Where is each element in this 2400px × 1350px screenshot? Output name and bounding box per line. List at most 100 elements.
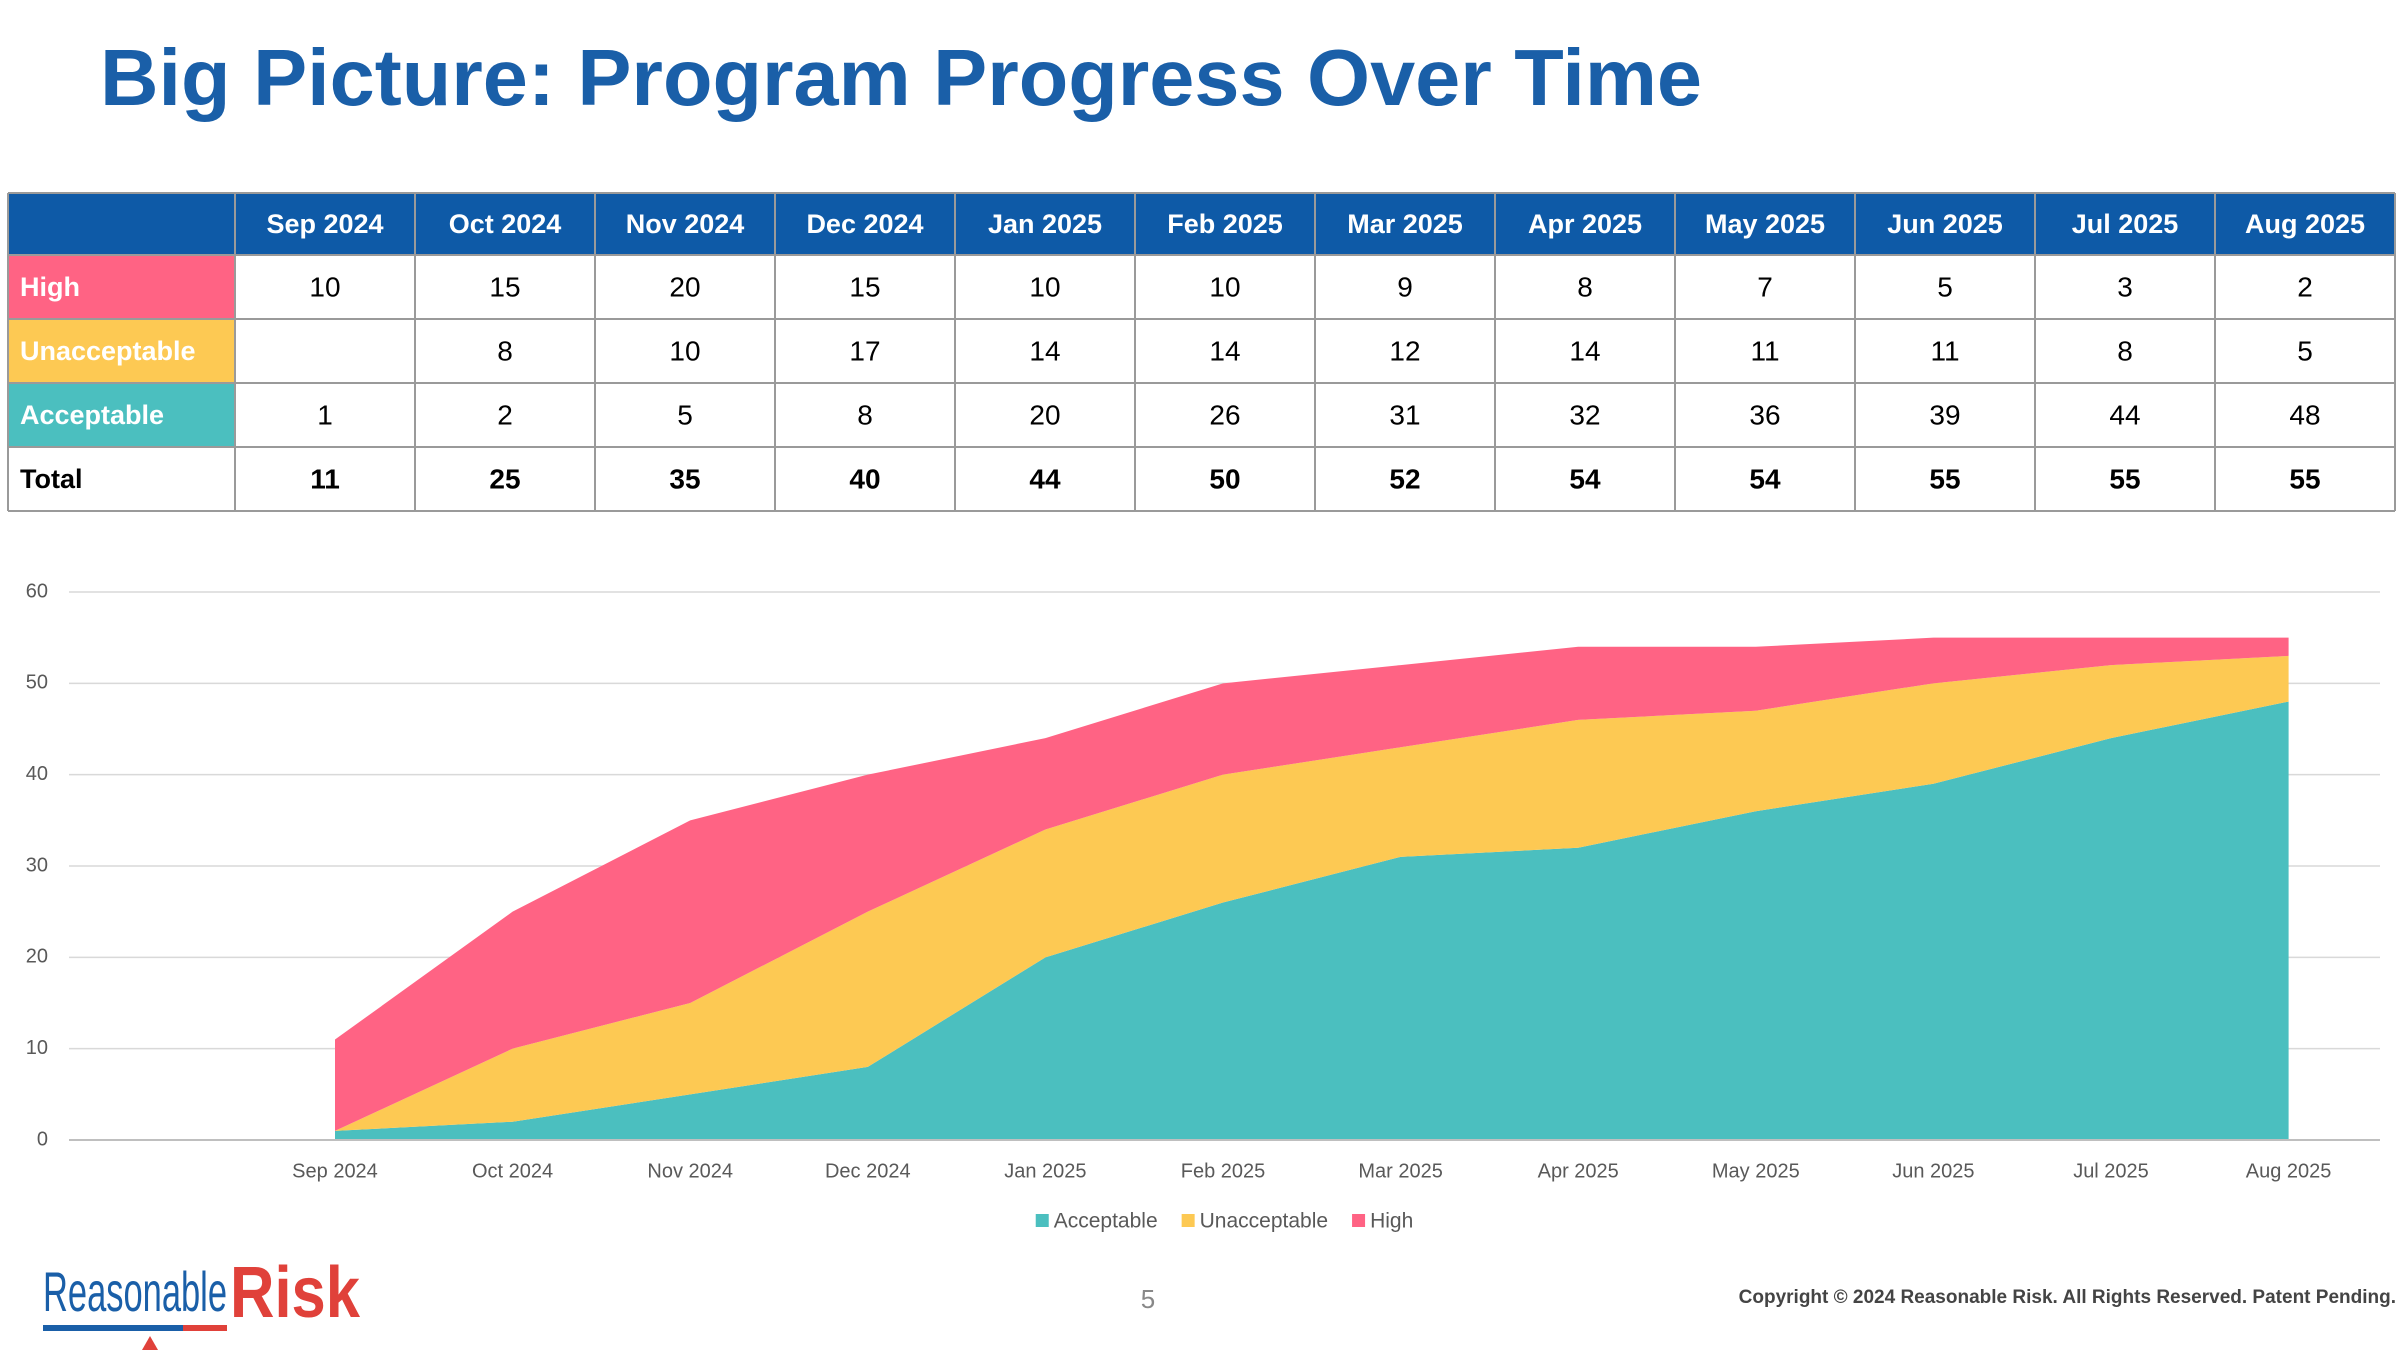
cell: 31 [1389, 399, 1420, 430]
cell: 3 [2117, 271, 2133, 302]
column-header: Mar 2025 [1347, 209, 1463, 239]
y-tick-label: 50 [26, 672, 48, 694]
cell: 32 [1569, 399, 1600, 430]
cell: 1 [317, 399, 333, 430]
row-label-bg [8, 255, 235, 319]
x-tick-label: Jan 2025 [1004, 1160, 1086, 1182]
table-header-bg [8, 193, 2395, 255]
x-tick-label: Apr 2025 [1538, 1160, 1619, 1182]
cell: 14 [1569, 335, 1600, 366]
cell: 8 [1577, 271, 1593, 302]
cell: 11 [1750, 335, 1779, 366]
legend-swatch [1035, 1214, 1049, 1227]
cell: 55 [2289, 463, 2320, 494]
cell: 17 [849, 335, 880, 366]
column-header: Jul 2025 [2072, 209, 2179, 239]
x-tick-label: Feb 2025 [1181, 1160, 1266, 1182]
copyright: Copyright © 2024 Reasonable Risk. All Ri… [1739, 1287, 2396, 1308]
cell: 11 [1930, 335, 1959, 366]
cell: 35 [669, 463, 700, 494]
x-tick-label: Nov 2024 [647, 1160, 733, 1182]
legend-label: High [1370, 1210, 1413, 1233]
x-tick-label: Mar 2025 [1358, 1160, 1443, 1182]
legend-label: Acceptable [1054, 1210, 1158, 1233]
cell: 9 [1397, 271, 1413, 302]
cell: 8 [497, 335, 513, 366]
logo-mark [142, 1336, 158, 1350]
cell: 39 [1929, 399, 1960, 430]
y-tick-label: 60 [26, 580, 48, 602]
cell: 20 [669, 271, 700, 302]
cell: 25 [489, 463, 520, 494]
column-header: Aug 2025 [2245, 209, 2365, 239]
logo-bar [183, 1325, 227, 1331]
column-header: Jan 2025 [988, 209, 1102, 239]
cell: 8 [857, 399, 873, 430]
row-label: Unacceptable [20, 336, 196, 366]
x-tick-label: Oct 2024 [472, 1160, 553, 1182]
y-tick-label: 20 [26, 946, 48, 968]
row-label: Acceptable [20, 400, 164, 430]
column-header: Nov 2024 [626, 209, 745, 239]
logo-text: Risk [230, 1253, 361, 1333]
cell: 50 [1209, 463, 1240, 494]
cell: 10 [1029, 271, 1060, 302]
x-tick-label: Sep 2024 [292, 1160, 378, 1182]
cell: 5 [677, 399, 693, 430]
area [335, 701, 2289, 1140]
cell: 15 [489, 271, 520, 302]
cell: 8 [2117, 335, 2133, 366]
column-header: Sep 2024 [266, 209, 383, 239]
cell: 36 [1749, 399, 1780, 430]
x-tick-label: May 2025 [1712, 1160, 1800, 1182]
cell: 14 [1209, 335, 1240, 366]
x-tick-label: Jun 2025 [1892, 1160, 1974, 1182]
y-tick-label: 40 [26, 763, 48, 785]
cell: 2 [2297, 271, 2313, 302]
cell: 20 [1029, 399, 1060, 430]
logo-text: Reasonable [43, 1260, 227, 1323]
legend-swatch [1181, 1214, 1195, 1227]
cell: 5 [2297, 335, 2313, 366]
cell: 48 [2289, 399, 2320, 430]
column-header: Feb 2025 [1167, 209, 1283, 239]
cell: 40 [849, 463, 880, 494]
column-header: May 2025 [1705, 209, 1825, 239]
cell: 55 [1929, 463, 1960, 494]
row-label-bg [8, 319, 235, 383]
area [335, 637, 2289, 1131]
cell: 10 [669, 335, 700, 366]
x-tick-label: Aug 2025 [2246, 1160, 2332, 1182]
column-header: Jun 2025 [1887, 209, 2003, 239]
column-header: Oct 2024 [449, 209, 562, 239]
cell: 7 [1757, 271, 1773, 302]
cell: 14 [1029, 335, 1060, 366]
cell: 52 [1389, 463, 1420, 494]
y-tick-label: 10 [26, 1037, 48, 1059]
x-tick-label: Dec 2024 [825, 1160, 911, 1182]
y-tick-label: 30 [26, 854, 48, 876]
cell: 26 [1209, 399, 1240, 430]
x-tick-label: Jul 2025 [2073, 1160, 2149, 1182]
cell: 11 [310, 463, 340, 494]
cell: 12 [1389, 335, 1420, 366]
cell: 44 [1029, 463, 1061, 494]
column-header: Dec 2024 [806, 209, 923, 239]
cell: 10 [309, 271, 340, 302]
area [335, 655, 2289, 1131]
legend-swatch [1352, 1214, 1366, 1227]
cell: 5 [1937, 271, 1953, 302]
cell: 55 [2109, 463, 2140, 494]
slide-title: Big Picture: Program Progress Over Time [100, 33, 1702, 122]
cell: 54 [1749, 463, 1781, 494]
cell: 2 [497, 399, 513, 430]
row-label: Total [20, 464, 83, 494]
row-label-bg [8, 383, 235, 447]
cell: 44 [2109, 399, 2140, 430]
cell: 54 [1569, 463, 1601, 494]
legend-label: Unacceptable [1200, 1210, 1328, 1233]
y-tick-label: 0 [37, 1128, 48, 1150]
row-label: High [20, 272, 80, 302]
cell: 10 [1209, 271, 1240, 302]
